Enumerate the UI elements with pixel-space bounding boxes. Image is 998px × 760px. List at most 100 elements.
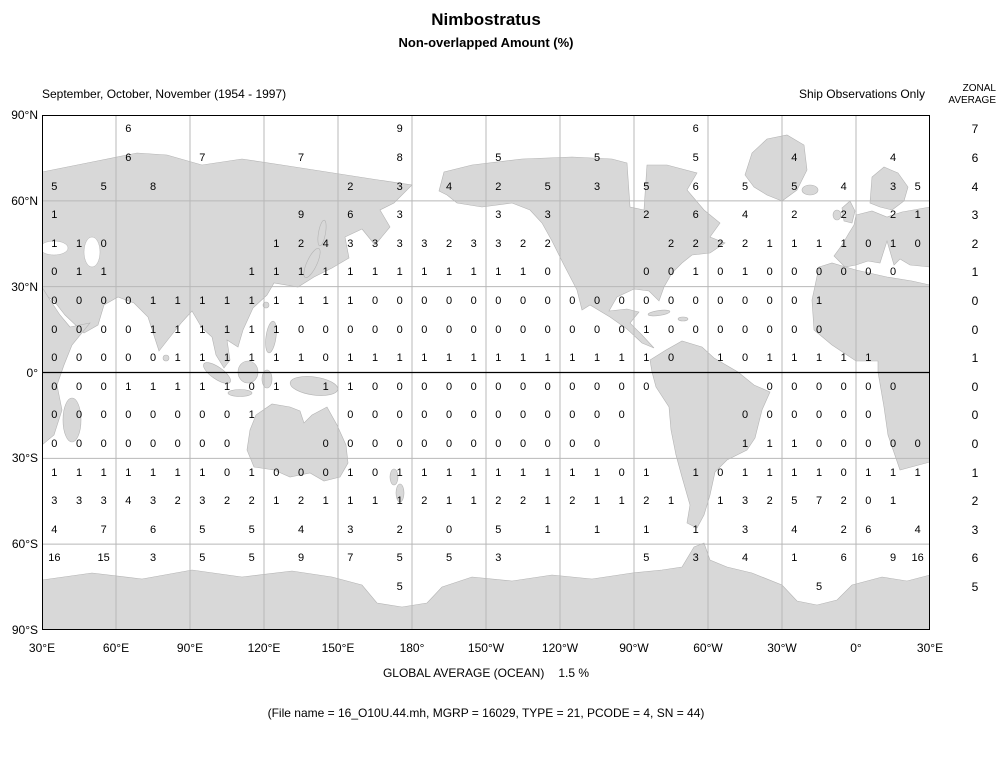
grid-value: 0 <box>717 294 724 307</box>
grid-value: 1 <box>593 466 601 479</box>
grid-value: 0 <box>495 380 502 393</box>
grid-value: 1 <box>618 495 625 508</box>
grid-value: 6 <box>692 123 699 136</box>
grid-value: 5 <box>199 552 206 565</box>
grid-value: 0 <box>840 466 847 479</box>
world-map: 6 9 6 6 7 7 8 5 5 5 4 4 5 5 8 2 3 4 2 5 3 5 6 5 5 4 3 5 1 9 6 3 3 3 2 6 4 2 2 2… <box>42 115 930 630</box>
grid-value: 0 <box>667 266 675 279</box>
grid-value: 1 <box>815 352 823 365</box>
grid-value: 0 <box>593 409 601 422</box>
grid-value: 16 <box>48 552 61 565</box>
source-label: Ship Observations Only <box>798 87 925 101</box>
grid-value: 1 <box>766 438 773 451</box>
grid-value: 1 <box>125 380 132 393</box>
grid-value: 3 <box>692 552 699 565</box>
grid-value: 0 <box>495 409 502 422</box>
grid-value: 1 <box>643 352 650 365</box>
grid-value: 5 <box>445 552 453 565</box>
figure-subtitle: Non-overlapped Amount (%) <box>398 35 574 50</box>
grid-value: 0 <box>643 380 650 393</box>
grid-value: 1 <box>593 495 601 508</box>
zonal-header-line2: AVERAGE <box>948 95 996 106</box>
grid-value: 1 <box>396 352 403 365</box>
grid-value: 0 <box>717 466 724 479</box>
latitude-tick-label: 30°N <box>11 279 38 294</box>
grid-value: 0 <box>100 409 107 422</box>
grid-value: 0 <box>544 380 551 393</box>
grid-value: 3 <box>495 552 502 565</box>
grid-value: 1 <box>421 266 428 279</box>
grid-value: 0 <box>371 380 379 393</box>
grid-value: 0 <box>470 294 477 307</box>
grid-value: 0 <box>495 294 502 307</box>
grid-value: 0 <box>569 323 576 336</box>
grid-value: 0 <box>100 323 107 336</box>
longitude-tick-label: 180° <box>399 641 425 655</box>
grid-value: 1 <box>149 466 157 479</box>
grid-value: 1 <box>569 466 576 479</box>
grid-value: 0 <box>396 438 403 451</box>
landmass-africa-east <box>42 286 91 446</box>
grid-value: 1 <box>889 466 897 479</box>
grid-value: 1 <box>51 237 58 250</box>
grid-value: 0 <box>766 266 773 279</box>
longitude-tick-label: 60°W <box>693 641 723 655</box>
grid-value: 6 <box>125 123 132 136</box>
grid-value: 1 <box>470 266 477 279</box>
grid-value: 0 <box>865 495 872 508</box>
grid-value: 0 <box>519 380 527 393</box>
latitude-tick-label: 90°N <box>11 108 38 122</box>
grid-value: 2 <box>840 209 847 222</box>
grid-value: 7 <box>297 151 305 164</box>
grid-value: 5 <box>815 581 823 594</box>
landmass-britain <box>841 200 856 224</box>
grid-value: 0 <box>100 352 107 365</box>
grid-value: 0 <box>396 409 403 422</box>
grid-value: 1 <box>371 266 379 279</box>
grid-value: 1 <box>223 352 231 365</box>
season-label: September, October, November (1954 - 199… <box>42 87 287 101</box>
grid-value: 3 <box>396 180 403 193</box>
grid-value: 0 <box>766 294 773 307</box>
grid-value: 1 <box>445 495 453 508</box>
grid-value: 0 <box>519 409 527 422</box>
grid-value: 2 <box>421 495 428 508</box>
grid-value: 2 <box>643 209 650 222</box>
grid-value: 0 <box>445 409 453 422</box>
landmass-sakhalin <box>317 219 327 247</box>
zonal-average-value: 1 <box>971 465 979 480</box>
zonal-header-line1: ZONAL <box>962 83 996 94</box>
grid-value: 0 <box>100 380 107 393</box>
grid-value: 0 <box>470 380 477 393</box>
grid-value: 4 <box>840 180 847 193</box>
grid-value: 1 <box>914 466 921 479</box>
grid-value: 0 <box>791 380 798 393</box>
grid-value: 0 <box>51 380 58 393</box>
longitude-tick-label: 150°W <box>467 641 505 655</box>
grid-value: 0 <box>791 409 798 422</box>
grid-value: 1 <box>248 323 255 336</box>
grid-value: 0 <box>125 352 132 365</box>
grid-value: 1 <box>347 495 354 508</box>
grid-value: 0 <box>618 380 625 393</box>
grid-value: 5 <box>593 151 601 164</box>
grid-value: 1 <box>889 237 897 250</box>
grid-value: 0 <box>199 438 206 451</box>
grid-value: 0 <box>766 409 773 422</box>
grid-value: 2 <box>396 523 403 536</box>
grid-value: 0 <box>618 323 625 336</box>
grid-value: 0 <box>840 266 847 279</box>
grid-value: 0 <box>445 294 453 307</box>
zonal-average-value: 6 <box>971 150 979 165</box>
grid-value: 1 <box>717 352 724 365</box>
zonal-average-value: 1 <box>971 351 979 366</box>
grid-value: 6 <box>347 209 354 222</box>
grid-value: 3 <box>100 495 107 508</box>
grid-value: 0 <box>593 380 601 393</box>
grid-value: 1 <box>297 266 305 279</box>
grid-values-layer: 6 9 6 6 7 7 8 5 5 5 4 4 5 5 8 2 3 4 2 5 3 5 6 5 5 4 3 5 1 9 6 3 3 3 2 6 4 2 2 2… <box>42 115 930 630</box>
longitude-tick-label: 90°W <box>619 641 649 655</box>
grid-value: 0 <box>569 438 576 451</box>
grid-value: 0 <box>667 294 675 307</box>
grid-value: 4 <box>791 523 798 536</box>
